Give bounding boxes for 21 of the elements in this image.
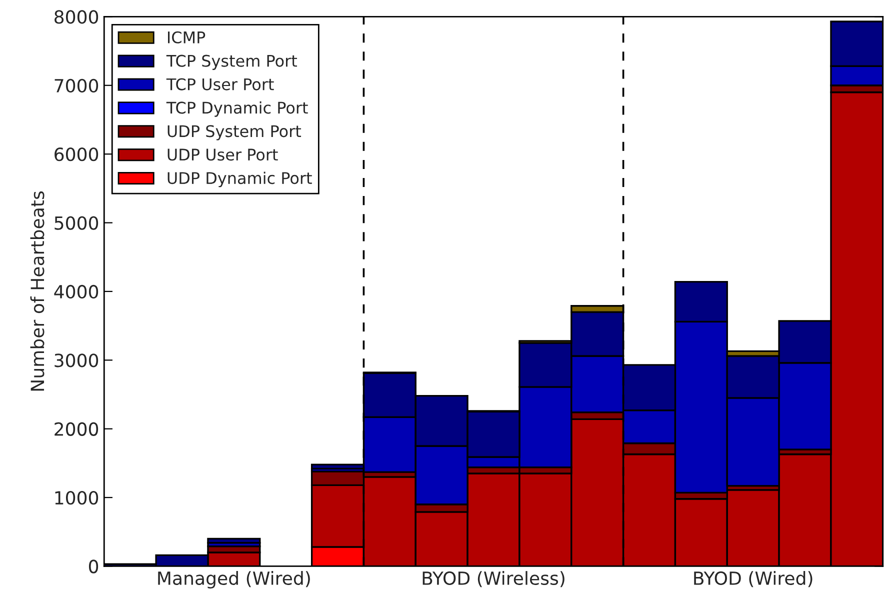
y-tick-label: 2000 (54, 422, 98, 436)
y-tick-label: 0 (88, 560, 98, 574)
y-tick-label: 6000 (54, 148, 98, 162)
x-tick-label: BYOD (Wired) (694, 571, 812, 588)
legend-label: TCP Dynamic Port (166, 101, 308, 117)
y-axis-title: Number of Heartbeats (30, 191, 44, 391)
y-tick-label: 3000 (54, 354, 98, 368)
y-tick-label: 1000 (55, 490, 98, 505)
legend-label: UDP System Port (168, 125, 302, 140)
legend-label: TCP User Port (166, 78, 274, 90)
legend-label: TCP System Port (166, 54, 298, 70)
legend-label: ICMP (168, 31, 206, 44)
y-tick-label: 5000 (54, 216, 98, 230)
x-tick-label: BYOD (Wireless) (422, 571, 564, 588)
legend-label: UDP Dynamic Port (168, 172, 312, 188)
x-tick-label: Managed (Wired) (158, 571, 310, 589)
y-tick-label: 7000 (54, 78, 98, 92)
legend-label: UDP User Port (168, 148, 278, 161)
y-tick-label: 4000 (54, 284, 98, 299)
bar (207, 538, 261, 544)
y-tick-label: 8000 (54, 10, 98, 24)
